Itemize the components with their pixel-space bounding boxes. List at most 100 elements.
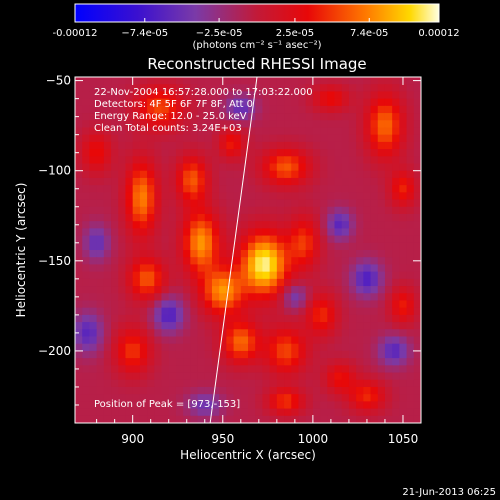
heatmap-cell [284, 401, 292, 409]
heatmap-cell [377, 98, 386, 107]
heatmap-cell [248, 127, 256, 136]
heatmap-cell [183, 127, 191, 136]
heatmap-cell [269, 120, 278, 128]
heatmap-cell [392, 206, 400, 215]
heatmap-cell [197, 293, 206, 301]
heatmap-cell [341, 271, 350, 280]
heatmap-cell [147, 372, 155, 381]
heatmap-cell [175, 170, 184, 179]
heatmap-cell [305, 386, 314, 395]
heatmap-cell [291, 98, 299, 107]
heatmap-cell [82, 149, 90, 157]
heatmap-cell [406, 77, 415, 85]
heatmap-cell [305, 192, 314, 200]
heatmap-cell [384, 199, 393, 208]
heatmap-cell [255, 343, 263, 352]
heatmap-cell [255, 257, 263, 265]
heatmap-cell [384, 127, 393, 136]
heatmap-cell [363, 185, 371, 193]
heatmap-cell [269, 156, 278, 164]
heatmap-cell [262, 228, 271, 236]
heatmap-cell [298, 127, 307, 136]
heatmap-cell [103, 170, 112, 179]
heatmap-cell [96, 271, 105, 280]
heatmap-cell [219, 386, 227, 395]
heatmap-cell [118, 300, 126, 309]
heatmap-cell [118, 177, 126, 186]
heatmap-cell [370, 77, 379, 85]
heatmap-cell [161, 98, 170, 107]
heatmap-cell [139, 250, 148, 258]
heatmap-cell [161, 379, 170, 388]
heatmap-cell [147, 257, 155, 265]
heatmap-cell [291, 163, 299, 172]
heatmap-cell [103, 235, 112, 244]
heatmap-cell [226, 257, 234, 265]
heatmap-cell [284, 77, 292, 85]
heatmap-cell [377, 120, 386, 128]
heatmap-cell [399, 213, 407, 222]
heatmap-cell [298, 199, 307, 208]
heatmap-cell [175, 278, 184, 287]
heatmap-cell [334, 156, 343, 164]
heatmap-cell [125, 286, 134, 294]
heatmap-cell [183, 235, 191, 244]
heatmap-cell [406, 386, 415, 395]
heatmap-cell [384, 185, 393, 193]
heatmap-cell [348, 170, 357, 179]
heatmap-cell [356, 91, 364, 100]
heatmap-cell [175, 286, 184, 294]
heatmap-cell [413, 314, 421, 323]
heatmap-cell [211, 401, 220, 409]
heatmap-cell [356, 84, 364, 92]
heatmap-cell [175, 322, 184, 330]
heatmap-cell [233, 408, 242, 417]
heatmap-cell [305, 401, 314, 409]
heatmap-cell [255, 242, 263, 251]
heatmap-cell [248, 300, 256, 309]
heatmap-cell [168, 286, 177, 294]
heatmap-cell [341, 221, 350, 229]
heatmap-cell [89, 350, 98, 359]
heatmap-cell [132, 358, 141, 366]
heatmap-cell [219, 336, 227, 345]
heatmap-cell [226, 300, 234, 309]
heatmap-cell [305, 177, 314, 186]
heatmap-cell [240, 329, 249, 337]
heatmap-cell [370, 185, 379, 193]
heatmap-cell [197, 228, 206, 236]
heatmap-cell [125, 322, 134, 330]
heatmap-cell [392, 170, 400, 179]
heatmap-cell [190, 408, 198, 417]
heatmap-cell [240, 199, 249, 208]
heatmap-cell [125, 213, 134, 222]
heatmap-cell [89, 185, 98, 193]
heatmap-cell [363, 314, 371, 323]
heatmap-cell [305, 394, 314, 402]
heatmap-cell [197, 84, 206, 92]
heatmap-cell [348, 105, 357, 114]
heatmap-cell [103, 394, 112, 402]
heatmap-cell [276, 401, 285, 409]
heatmap-cell [406, 199, 415, 208]
heatmap-cell [262, 141, 271, 150]
heatmap-cell [147, 177, 155, 186]
heatmap-cell [370, 278, 379, 287]
heatmap-cell [377, 177, 386, 186]
heatmap-cell [211, 408, 220, 417]
heatmap-cell [132, 322, 141, 330]
heatmap-cell [204, 300, 213, 309]
heatmap-cell [262, 278, 271, 287]
heatmap-cell [276, 242, 285, 251]
heatmap-cell [377, 329, 386, 337]
heatmap-cell [154, 170, 162, 179]
heatmap-cell [111, 250, 119, 258]
heatmap-cell [111, 134, 119, 143]
heatmap-cell [103, 206, 112, 215]
heatmap-cell [168, 408, 177, 417]
heatmap-cell [226, 84, 234, 92]
heatmap-cell [118, 322, 126, 330]
heatmap-cell [370, 98, 379, 107]
heatmap-cell [233, 177, 242, 186]
heatmap-cell [363, 271, 371, 280]
